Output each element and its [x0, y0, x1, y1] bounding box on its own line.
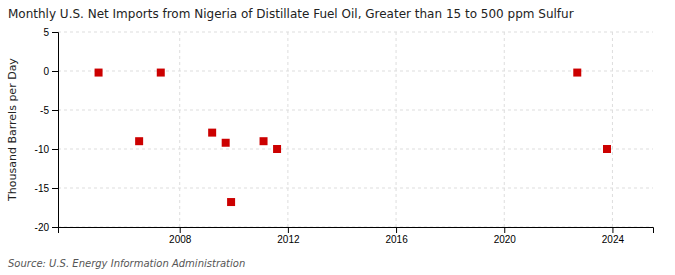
- point: [222, 139, 230, 147]
- grid-line: [396, 32, 397, 227]
- tick-label: -15: [35, 183, 50, 194]
- y-axis-title: Thousand Barrels per Day: [6, 58, 19, 202]
- source: Source: U.S. Energy Information Administ…: [8, 258, 245, 269]
- point: [603, 145, 611, 153]
- tick-mark: [288, 227, 289, 233]
- grid-line: [58, 149, 653, 150]
- tick-mark: [180, 227, 181, 233]
- tick-mark: [52, 110, 58, 111]
- chart-container: 2008 2012 2016 2020 2024 -20 -15 -10 -5 0 5 Monthly…: [0, 0, 675, 275]
- point: [95, 69, 103, 77]
- points: [95, 69, 611, 206]
- grid-line: [58, 110, 653, 111]
- grid-line: [612, 32, 613, 227]
- axis-line: [52, 33, 59, 228]
- grid: [58, 32, 653, 227]
- tick: -10: [35, 144, 58, 155]
- y-axis: -20 -15 -10 -5 0 5: [35, 27, 59, 233]
- plot-area: 2008 2012 2016 2020 2024 -20 -15 -10 -5 0 5: [35, 27, 654, 245]
- x-axis: 2008 2012 2016 2020 2024: [59, 227, 654, 245]
- title: Monthly U.S. Net Imports from Nigeria of…: [8, 7, 574, 21]
- point: [208, 129, 216, 137]
- tick-label: 2008: [169, 234, 192, 245]
- tick-mark: [52, 149, 58, 150]
- tick: 5: [43, 27, 58, 38]
- point: [573, 69, 581, 77]
- grid-line: [58, 32, 653, 33]
- tick-label: 2020: [494, 234, 517, 245]
- tick-mark: [396, 227, 397, 233]
- point: [157, 69, 165, 77]
- point: [260, 137, 268, 145]
- grid-line: [179, 32, 180, 227]
- grid-line: [287, 32, 288, 227]
- tick-label: 2012: [277, 234, 300, 245]
- tick-mark: [52, 188, 58, 189]
- tick: -20: [35, 222, 58, 233]
- tick-mark: [52, 32, 58, 33]
- point: [135, 137, 143, 145]
- tick-label: -20: [35, 222, 50, 233]
- tick: 2008: [169, 227, 192, 245]
- tick-mark: [612, 227, 613, 233]
- grid-line: [58, 71, 653, 72]
- tick: 2012: [277, 227, 300, 245]
- tick: 2020: [494, 227, 517, 245]
- tick-mark: [52, 71, 58, 72]
- tick-label: 2016: [385, 234, 408, 245]
- tick: 2016: [385, 227, 408, 245]
- point: [273, 145, 281, 153]
- grid-line: [504, 32, 505, 227]
- chart: 2008 2012 2016 2020 2024 -20 -15 -10 -5 0 5 Monthly…: [0, 0, 675, 275]
- tick-label: -5: [40, 105, 49, 116]
- grid-line: [58, 188, 653, 189]
- tick-mark: [52, 227, 58, 228]
- tick-label: 2024: [602, 234, 625, 245]
- tick: -15: [35, 183, 58, 194]
- tick: 0: [43, 66, 58, 77]
- tick-label: 5: [43, 27, 49, 38]
- tick: 2024: [602, 227, 625, 245]
- axis-line: [59, 228, 654, 234]
- tick-label: -10: [35, 144, 50, 155]
- tick-mark: [504, 227, 505, 233]
- tick: -5: [40, 105, 58, 116]
- tick-label: 0: [43, 66, 49, 77]
- point: [227, 198, 235, 206]
